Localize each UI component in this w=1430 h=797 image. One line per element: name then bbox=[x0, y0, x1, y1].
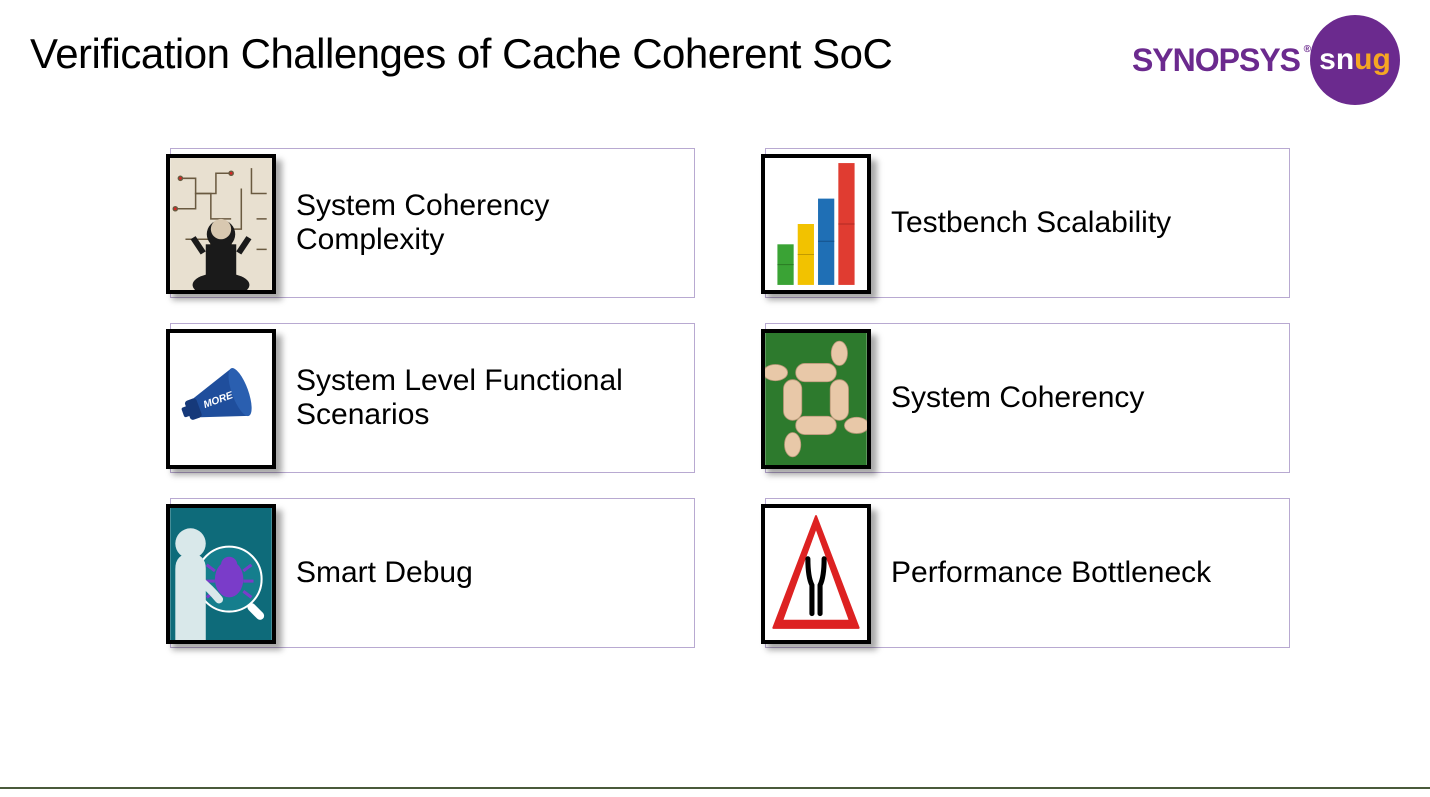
card-label: System Coherency bbox=[871, 324, 1289, 472]
card-testbench-scalability: Testbench Scalability bbox=[765, 148, 1290, 298]
complexity-icon bbox=[166, 154, 276, 294]
logo-group: synopsys snug bbox=[1132, 15, 1400, 105]
debug-icon bbox=[166, 504, 276, 644]
card-label: Testbench Scalability bbox=[871, 149, 1289, 297]
card-label: System Level Functional Scenarios bbox=[276, 324, 694, 472]
card-label: System Coherency Complexity bbox=[276, 149, 694, 297]
card-smart-debug: Smart Debug bbox=[170, 498, 695, 648]
cards-grid: System Coherency Complexity Testbench Sc… bbox=[0, 78, 1430, 648]
snug-sn-text: sn bbox=[1319, 43, 1354, 77]
card-system-level-scenarios: MORE System Level Functional Scenarios bbox=[170, 323, 695, 473]
card-performance-bottleneck: Performance Bottleneck bbox=[765, 498, 1290, 648]
snug-ug-text: ug bbox=[1354, 43, 1391, 77]
synopsys-logo: synopsys bbox=[1132, 42, 1300, 79]
megaphone-icon: MORE bbox=[166, 329, 276, 469]
bars-icon bbox=[761, 154, 871, 294]
bottom-rule bbox=[0, 787, 1430, 789]
card-system-coherency: System Coherency bbox=[765, 323, 1290, 473]
card-label: Performance Bottleneck bbox=[871, 499, 1289, 647]
warning-icon bbox=[761, 504, 871, 644]
snug-badge: snug bbox=[1310, 15, 1400, 105]
card-label: Smart Debug bbox=[276, 499, 694, 647]
card-system-coherency-complexity: System Coherency Complexity bbox=[170, 148, 695, 298]
hands-icon bbox=[761, 329, 871, 469]
